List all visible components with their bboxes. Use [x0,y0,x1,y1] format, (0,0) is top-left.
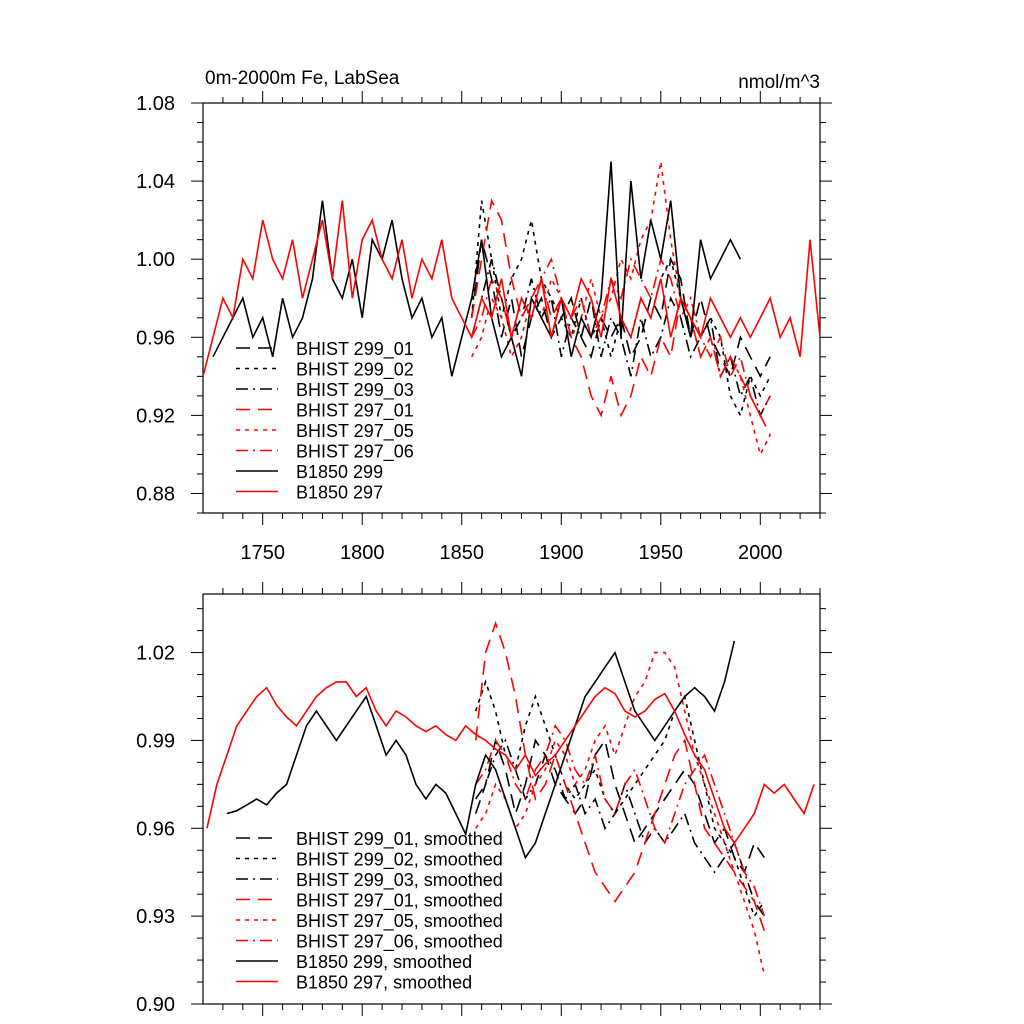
y-tick-label: 1.08 [136,93,175,115]
legend-label: BHIST 297_01, smoothed [296,891,503,912]
series-line-4 [474,620,766,932]
y-tick-label: 1.02 [136,643,175,665]
legend-label: B1850 299 [296,462,383,482]
series-line-4 [470,198,771,436]
series-line-8 [206,681,815,845]
series-line-5 [470,161,771,457]
series-line-3 [475,738,765,917]
y-tick-label: 0.88 [136,483,175,505]
series-line-7 [212,161,742,377]
legend-label: BHIST 299_02, smoothed [296,850,503,871]
series-line-6 [470,256,771,418]
x-tick-label: 1750 [240,542,285,564]
y-tick-label: 0.93 [136,906,175,928]
plot-frame [202,102,821,514]
legend-label: BHIST 297_06, smoothed [296,932,503,953]
legend-label: BHIST 297_06 [296,442,414,463]
legend-label: BHIST 297_05, smoothed [296,911,503,932]
y-tick-label: 0.96 [136,818,175,840]
x-tick-label: 1800 [340,542,385,564]
series-line-8 [202,200,821,377]
chart-title: 0m-2000m Fe, LabSea [205,68,400,89]
series-line-6 [475,724,766,917]
series-line-7 [226,640,736,860]
y-tick-label: 1.00 [136,249,175,271]
legend-label: BHIST 297_01 [296,401,414,422]
x-tick-label: 1900 [539,542,584,564]
y-tick-label: 0.92 [136,405,175,427]
legend-label: BHIST 299_03 [296,380,414,401]
y-tick-label: 0.99 [136,730,175,752]
series-line-2 [470,200,771,418]
legend-label: B1850 299, smoothed [296,952,472,972]
legend-label: BHIST 297_05 [296,421,414,442]
panel-2: 0.90 0.93 0.96 0.99 1.02 BHIST 299_01, smooth… [136,582,832,1016]
x-tick-label: 2000 [738,542,783,564]
units-label: nmol/m^3 [738,72,820,93]
y-tick-label: 0.90 [136,994,175,1016]
y-tick-label: 0.96 [136,327,175,349]
x-tick-label: 1850 [439,542,484,564]
series-line-5 [475,651,766,975]
plot-frame [202,593,821,1005]
x-tick-label: 1950 [639,542,684,564]
y-tick-label: 1.04 [136,171,175,193]
legend-label: B1850 297 [296,483,383,503]
legend-label: B1850 297, smoothed [296,973,472,993]
legend-label: BHIST 299_03, smoothed [296,870,503,891]
legend-label: BHIST 299_02 [296,360,414,381]
panel-1: 1750 1800 1850 1900 1950 2000 0.88 0.92 0.96 1.00… [136,91,832,564]
legend-label: BHIST 299_01, smoothed [296,829,503,850]
legend-label: BHIST 299_01 [296,339,414,360]
